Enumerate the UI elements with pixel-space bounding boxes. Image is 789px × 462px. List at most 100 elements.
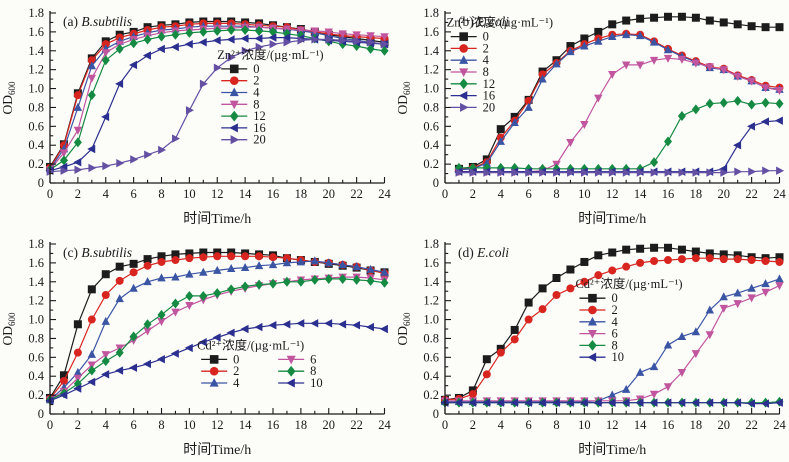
svg-text:16: 16: [253, 121, 266, 135]
svg-text:4: 4: [103, 187, 110, 201]
svg-text:12: 12: [482, 77, 495, 91]
svg-text:20: 20: [717, 187, 730, 201]
svg-text:10: 10: [578, 418, 591, 432]
svg-text:1.8: 1.8: [28, 6, 44, 20]
svg-text:OD600: OD600: [0, 81, 17, 115]
svg-text:24: 24: [773, 187, 786, 201]
svg-text:1.8: 1.8: [423, 237, 439, 251]
svg-text:4: 4: [253, 86, 260, 100]
svg-text:22: 22: [745, 187, 758, 201]
svg-text:4: 4: [103, 418, 110, 432]
svg-text:(b) E.coli: (b) E.coli: [458, 14, 509, 29]
svg-text:10: 10: [578, 187, 591, 201]
svg-text:12: 12: [211, 187, 224, 201]
svg-text:12: 12: [606, 418, 619, 432]
svg-text:6: 6: [525, 187, 531, 201]
panel-d-chart: 0 2 4 6 8 10 12 14 16 18 20 22 2400.20.40.60.81.01.2…: [395, 237, 787, 458]
svg-text:0: 0: [432, 176, 438, 190]
svg-text:12: 12: [606, 187, 619, 201]
panel-b-chart: 0 2 4 6 8 10 12 14 16 18 20 22 2400.20.40.60.81.01.2…: [395, 6, 787, 227]
svg-text:1.0: 1.0: [423, 313, 439, 327]
svg-text:4: 4: [611, 315, 618, 329]
svg-text:0.2: 0.2: [28, 388, 44, 402]
svg-text:8: 8: [553, 418, 559, 432]
svg-text:1.6: 1.6: [423, 256, 439, 270]
svg-text:0.2: 0.2: [28, 157, 44, 171]
svg-text:Cd²⁺浓度/(µg·mL⁻¹): Cd²⁺浓度/(µg·mL⁻¹): [197, 337, 304, 352]
svg-text:10: 10: [183, 418, 196, 432]
svg-text:1.2: 1.2: [28, 63, 44, 77]
svg-text:1.6: 1.6: [28, 25, 44, 39]
svg-text:10: 10: [310, 376, 323, 390]
svg-text:8: 8: [310, 364, 316, 378]
svg-text:2: 2: [482, 41, 488, 55]
svg-text:0: 0: [482, 30, 488, 44]
svg-text:1.8: 1.8: [423, 6, 439, 20]
svg-text:8: 8: [611, 338, 617, 352]
svg-text:(c) B.subtilis: (c) B.subtilis: [63, 245, 132, 260]
svg-text:6: 6: [310, 352, 316, 366]
svg-text:0.8: 0.8: [28, 331, 44, 345]
svg-text:22: 22: [745, 418, 758, 432]
svg-text:0: 0: [441, 187, 447, 201]
svg-text:1.2: 1.2: [28, 294, 44, 308]
svg-text:20: 20: [482, 100, 495, 114]
svg-text:24: 24: [773, 418, 786, 432]
svg-text:18: 18: [689, 187, 702, 201]
svg-text:2: 2: [75, 418, 81, 432]
svg-text:1.4: 1.4: [28, 275, 44, 289]
svg-text:20: 20: [253, 133, 266, 147]
svg-text:6: 6: [525, 418, 531, 432]
svg-text:0.4: 0.4: [28, 138, 44, 152]
svg-text:2: 2: [469, 187, 475, 201]
svg-text:0: 0: [233, 352, 239, 366]
svg-text:Cd²⁺浓度/(µg·mL⁻¹): Cd²⁺浓度/(µg·mL⁻¹): [575, 276, 682, 291]
svg-text:8: 8: [553, 187, 559, 201]
svg-text:OD600: OD600: [0, 312, 17, 346]
panel-a-chart: 0 2 4 6 8 10 12 14 16 18 20 22 2400.20.40.60.81.01.2…: [0, 6, 392, 227]
svg-text:0.2: 0.2: [423, 388, 439, 402]
svg-text:0.2: 0.2: [423, 157, 439, 171]
svg-text:24: 24: [378, 187, 391, 201]
svg-text:12: 12: [211, 418, 224, 432]
svg-text:18: 18: [295, 418, 308, 432]
svg-text:1.4: 1.4: [28, 44, 44, 58]
svg-text:4: 4: [482, 53, 489, 67]
svg-text:0.4: 0.4: [423, 369, 439, 383]
svg-text:14: 14: [633, 187, 646, 201]
svg-text:0.8: 0.8: [423, 100, 439, 114]
svg-text:14: 14: [239, 418, 252, 432]
svg-text:0.8: 0.8: [423, 331, 439, 345]
svg-text:时间Time/h: 时间Time/h: [183, 442, 251, 458]
svg-text:时间Time/h: 时间Time/h: [183, 211, 251, 227]
svg-text:0: 0: [253, 62, 259, 76]
svg-text:0: 0: [441, 418, 447, 432]
svg-text:1.2: 1.2: [423, 294, 439, 308]
svg-text:2: 2: [253, 74, 259, 88]
svg-text:1.2: 1.2: [423, 63, 439, 77]
svg-text:10: 10: [183, 187, 196, 201]
svg-text:0: 0: [47, 418, 53, 432]
svg-text:20: 20: [323, 187, 336, 201]
svg-text:22: 22: [350, 418, 363, 432]
svg-text:0: 0: [38, 407, 44, 421]
svg-text:时间Time/h: 时间Time/h: [578, 211, 646, 227]
svg-text:6: 6: [131, 418, 137, 432]
svg-text:0: 0: [47, 187, 53, 201]
svg-text:8: 8: [158, 418, 164, 432]
svg-text:Zn²⁺浓度/(µg·mL⁻¹): Zn²⁺浓度/(µg·mL⁻¹): [217, 47, 323, 62]
svg-text:1.0: 1.0: [28, 313, 44, 327]
svg-text:14: 14: [239, 187, 252, 201]
svg-text:2: 2: [233, 364, 239, 378]
svg-text:6: 6: [131, 187, 137, 201]
svg-text:20: 20: [323, 418, 336, 432]
svg-text:4: 4: [497, 418, 504, 432]
svg-text:1.8: 1.8: [28, 237, 44, 251]
svg-text:0.4: 0.4: [423, 138, 439, 152]
svg-text:16: 16: [267, 187, 280, 201]
svg-text:1.4: 1.4: [423, 275, 439, 289]
svg-text:8: 8: [158, 187, 164, 201]
svg-text:0.6: 0.6: [423, 350, 439, 364]
svg-text:2: 2: [469, 418, 475, 432]
